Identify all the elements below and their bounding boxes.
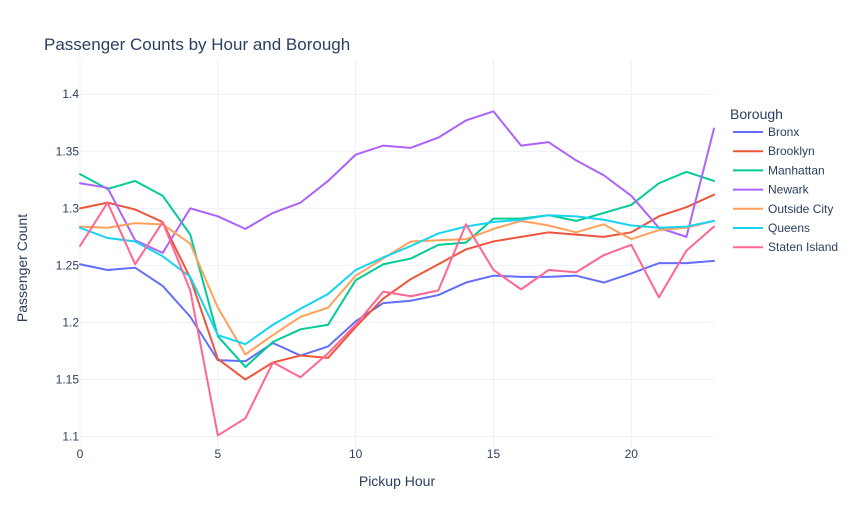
chart-title: Passenger Counts by Hour and Borough: [44, 35, 350, 54]
legend-label: Staten Island: [768, 240, 838, 254]
x-tick-label: 5: [214, 447, 221, 461]
series-line-newark[interactable]: [79, 110, 715, 254]
series-line-staten-island[interactable]: [79, 201, 715, 437]
legend-item-manhattan[interactable]: Manhattan: [733, 163, 825, 177]
series-lines: [79, 110, 715, 437]
x-tick-label: 15: [487, 447, 501, 461]
legend-items[interactable]: Bronx Brooklyn Manhattan Newark Outside City…: [733, 125, 838, 254]
y-tick-label: 1.25: [56, 258, 80, 272]
series-line-queens[interactable]: [79, 214, 715, 346]
legend-title: Borough: [730, 106, 783, 122]
y-tick-label: 1.4: [62, 87, 79, 101]
y-tick-label: 1.15: [56, 373, 80, 387]
x-tick-label: 20: [625, 447, 639, 461]
x-tick-label: 0: [77, 447, 84, 461]
legend-label: Outside City: [768, 202, 833, 216]
y-tick-label: 1.2: [62, 315, 79, 329]
series-line-brooklyn[interactable]: [79, 193, 715, 381]
legend-item-bronx[interactable]: Bronx: [733, 125, 799, 139]
legend-label: Bronx: [768, 125, 799, 139]
x-axis-label: Pickup Hour: [359, 473, 436, 489]
x-tick-label: 10: [349, 447, 363, 461]
legend-item-outside-city[interactable]: Outside City: [733, 202, 833, 216]
legend-item-staten-island[interactable]: Staten Island: [733, 240, 838, 254]
x-axis-ticks: 0 5 10 15 20: [77, 447, 639, 461]
series-line-manhattan[interactable]: [79, 170, 715, 368]
y-tick-label: 1.35: [56, 144, 80, 158]
legend[interactable]: Borough Bronx Brooklyn Manhattan Newark Outs…: [730, 106, 838, 254]
y-tick-label: 1.1: [62, 430, 79, 444]
legend-item-brooklyn[interactable]: Brooklyn: [733, 144, 815, 158]
legend-label: Queens: [768, 221, 810, 235]
legend-item-queens[interactable]: Queens: [733, 221, 810, 235]
y-tick-label: 1.3: [62, 201, 79, 215]
series-line-bronx[interactable]: [79, 259, 715, 363]
gridlines: [79, 60, 714, 448]
series-line-outside-city[interactable]: [79, 219, 715, 356]
legend-label: Brooklyn: [768, 144, 815, 158]
y-axis-label: Passenger Count: [14, 214, 30, 322]
legend-label: Newark: [768, 183, 810, 197]
legend-item-newark[interactable]: Newark: [733, 183, 810, 197]
y-axis-ticks: 1.1 1.15 1.2 1.25 1.3 1.35 1.4: [56, 87, 80, 443]
legend-label: Manhattan: [768, 163, 825, 177]
